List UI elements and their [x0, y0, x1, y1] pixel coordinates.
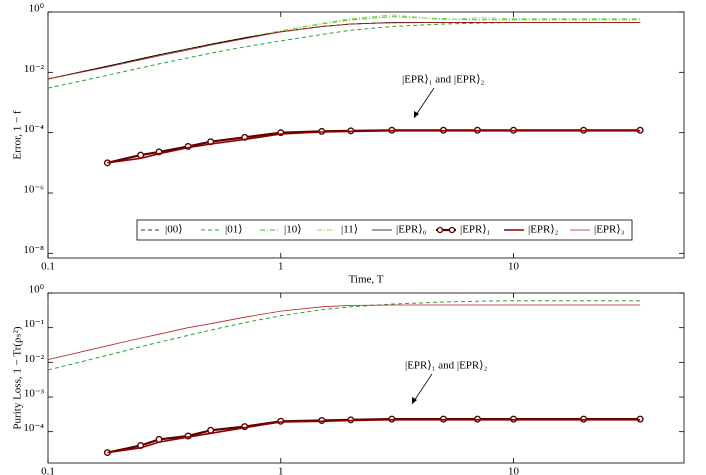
y-axis-label: Error, 1 − f: [12, 110, 24, 159]
legend-label: |11⟩: [341, 224, 358, 236]
annotation-arrow: [413, 87, 435, 119]
series-line: [47, 304, 641, 360]
x-axis-label: Time, T: [349, 274, 384, 286]
arrow-head: [414, 111, 419, 118]
series-line: [47, 22, 641, 80]
y-tick-label: 10⁻⁴: [23, 123, 44, 135]
legend-label: |10⟩: [284, 224, 302, 236]
x-tick-label: 0.1: [41, 261, 55, 273]
y-tick-label: 10⁻⁴: [23, 422, 44, 434]
y-tick-label: 10⁰: [29, 284, 45, 296]
y-tick-label: 10⁰: [29, 3, 45, 15]
annotation-arrow: [411, 373, 433, 405]
series-line: [107, 130, 641, 164]
series-line: [107, 419, 641, 454]
legend-marker: [448, 226, 456, 234]
series-line: [47, 16, 641, 80]
y-tick-label: 10⁻⁶: [23, 184, 44, 196]
plot-frame: [47, 292, 685, 464]
y-tick-label: 10⁻²: [24, 353, 45, 365]
y-tick-label: 10⁻²: [24, 63, 45, 75]
plot-frame: [47, 11, 685, 259]
y-tick-label: 10⁻¹: [24, 318, 44, 330]
y-tick-label: 10⁻⁸: [23, 244, 44, 256]
annotation: |EPR⟩₁ and |EPR⟩₂: [405, 360, 488, 372]
legend-label: |EPR⟩₃: [594, 224, 625, 236]
x-tick-label: 0.1: [41, 466, 55, 475]
legend-label: |00⟩: [165, 224, 183, 236]
legend-marker: [436, 226, 444, 234]
legend-label: |EPR⟩₁: [460, 224, 491, 236]
series-line: [47, 300, 641, 371]
legend-label: |01⟩: [225, 224, 243, 236]
series-line: [47, 22, 641, 89]
y-tick-label: 10⁻³: [24, 388, 45, 400]
y-axis-label: Purity Loss, 1 − Tr(ρₛ²): [12, 326, 24, 429]
legend-label: |EPR⟩₀: [396, 224, 427, 236]
x-tick-label: 1: [278, 466, 284, 475]
legend-label: |EPR⟩₂: [528, 224, 559, 236]
x-tick-label: 10: [508, 466, 520, 475]
arrow-head: [412, 397, 417, 404]
x-tick-label: 10: [508, 261, 520, 273]
x-tick-label: 1: [278, 261, 284, 273]
annotation: |EPR⟩₁ and |EPR⟩₂: [402, 74, 485, 86]
